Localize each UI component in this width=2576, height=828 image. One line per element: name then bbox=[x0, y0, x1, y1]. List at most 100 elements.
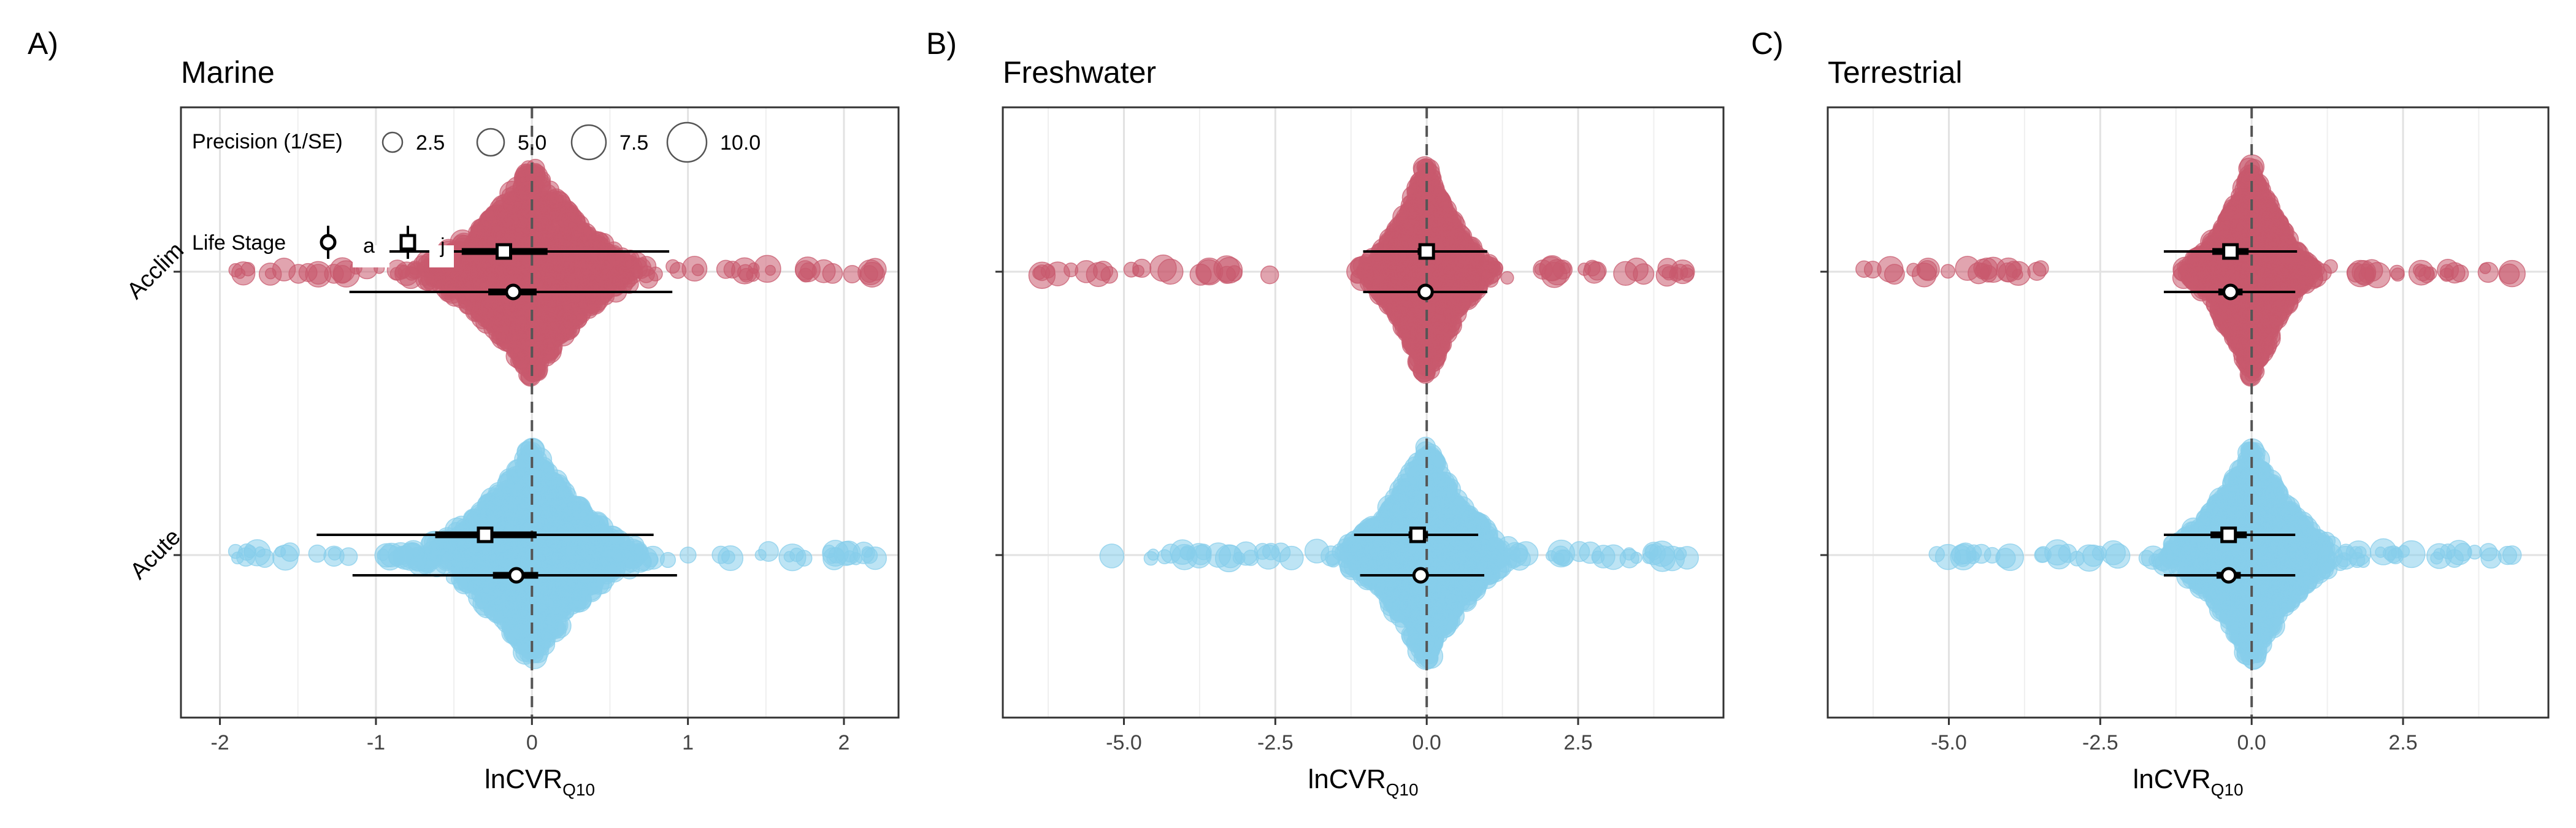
data-point bbox=[553, 585, 567, 600]
data-point bbox=[1388, 223, 1405, 239]
data-point bbox=[587, 232, 603, 248]
data-point bbox=[521, 367, 540, 386]
data-point bbox=[535, 214, 551, 230]
data-point bbox=[1216, 256, 1243, 284]
data-point bbox=[493, 497, 516, 521]
data-point bbox=[1500, 271, 1514, 285]
data-point bbox=[394, 264, 410, 280]
x-tick-label: -1 bbox=[367, 731, 385, 754]
data-point bbox=[521, 308, 537, 324]
data-point bbox=[1123, 261, 1140, 278]
data-point bbox=[864, 258, 887, 281]
data-point bbox=[1444, 252, 1468, 275]
data-point bbox=[532, 342, 547, 357]
data-point bbox=[494, 312, 509, 327]
estimate-circle-adult bbox=[505, 283, 522, 301]
data-point bbox=[849, 552, 863, 565]
data-point bbox=[442, 543, 459, 561]
data-point bbox=[863, 546, 887, 570]
data-point bbox=[1394, 304, 1409, 319]
data-point bbox=[1582, 261, 1606, 284]
data-point bbox=[1157, 258, 1184, 285]
data-point bbox=[510, 204, 535, 229]
data-point bbox=[1633, 263, 1655, 285]
data-point bbox=[526, 159, 545, 178]
data-point bbox=[499, 324, 513, 339]
data-point bbox=[377, 548, 389, 561]
data-point bbox=[1533, 259, 1554, 280]
data-point bbox=[1404, 285, 1420, 302]
panel-border bbox=[180, 106, 900, 719]
estimate-square-juvenile bbox=[496, 243, 512, 260]
estimate-circle-adult bbox=[508, 567, 525, 584]
data-point bbox=[280, 542, 300, 562]
data-point bbox=[562, 297, 579, 313]
data-point bbox=[519, 640, 539, 659]
data-point bbox=[339, 547, 358, 566]
data-point bbox=[594, 534, 612, 551]
data-point bbox=[604, 275, 626, 297]
panel-label: A) bbox=[28, 26, 58, 61]
x-axis-label-subscript: Q10 bbox=[562, 780, 595, 799]
data-point bbox=[510, 471, 524, 486]
plot-background bbox=[1003, 107, 1723, 718]
data-point bbox=[1075, 260, 1098, 283]
x-tick-label: 0 bbox=[526, 731, 538, 754]
data-point bbox=[470, 224, 485, 239]
panel-title: Marine bbox=[181, 55, 275, 90]
data-point bbox=[1680, 267, 1695, 282]
data-point bbox=[604, 252, 626, 274]
data-point bbox=[1655, 264, 1679, 287]
data-point bbox=[680, 546, 697, 564]
data-point bbox=[396, 543, 424, 571]
data-point bbox=[1435, 298, 1452, 315]
data-point bbox=[481, 553, 502, 573]
data-point bbox=[1440, 210, 1464, 234]
data-point bbox=[1419, 209, 1439, 229]
estimate-square-juvenile bbox=[477, 526, 494, 543]
data-point bbox=[499, 546, 518, 564]
data-point bbox=[529, 489, 547, 507]
data-point bbox=[471, 294, 493, 316]
x-axis-label-main: lnCVR bbox=[485, 764, 562, 794]
data-point bbox=[610, 543, 631, 564]
data-point bbox=[1260, 265, 1279, 285]
data-point bbox=[543, 512, 566, 535]
data-point bbox=[730, 257, 758, 285]
data-point bbox=[571, 223, 592, 243]
data-point bbox=[539, 292, 557, 310]
data-point bbox=[581, 536, 597, 551]
data-point bbox=[641, 545, 665, 570]
data-point bbox=[1032, 266, 1046, 280]
data-point bbox=[516, 624, 531, 639]
data-point bbox=[795, 550, 813, 567]
data-point bbox=[228, 543, 243, 559]
data-point bbox=[1361, 259, 1384, 283]
data-point bbox=[447, 264, 466, 283]
data-point bbox=[288, 264, 309, 284]
data-point bbox=[501, 187, 519, 205]
data-point bbox=[555, 234, 580, 258]
data-point bbox=[556, 202, 575, 221]
data-point bbox=[560, 563, 582, 585]
data-point bbox=[580, 509, 596, 526]
data-point bbox=[721, 550, 735, 564]
data-point bbox=[481, 586, 502, 607]
data-point bbox=[308, 544, 327, 563]
data-point bbox=[480, 209, 505, 233]
data-point bbox=[811, 259, 836, 283]
data-point bbox=[579, 570, 604, 595]
x-tick-label: -2 bbox=[210, 731, 229, 754]
data-point bbox=[539, 318, 560, 339]
x-axis-label: lnCVRQ10 bbox=[485, 764, 595, 799]
model-estimates bbox=[316, 243, 677, 584]
data-point bbox=[1064, 262, 1079, 278]
data-point bbox=[1480, 254, 1498, 272]
data-point bbox=[228, 263, 243, 278]
data-point bbox=[508, 591, 527, 609]
data-point bbox=[691, 264, 704, 277]
data-point bbox=[826, 553, 837, 564]
